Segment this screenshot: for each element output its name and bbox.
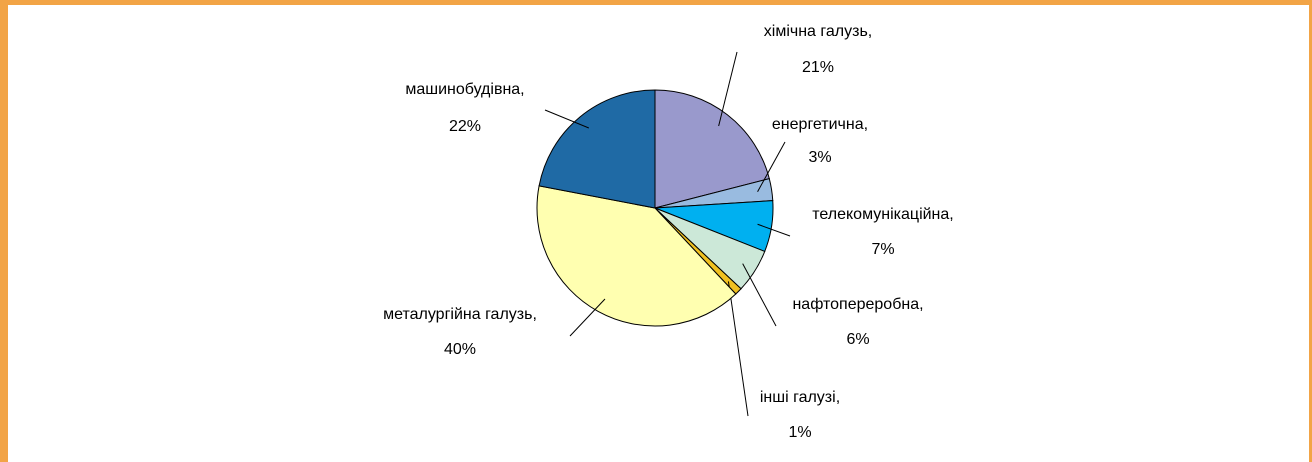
slice-value-label: 3%: [808, 149, 831, 166]
slice-label: хімічна галузь,: [764, 23, 872, 40]
leader-line: [718, 51, 738, 127]
slice-value-label: 21%: [802, 59, 834, 76]
slice-value-label: 6%: [846, 331, 869, 348]
pie-slice: [654, 89, 770, 209]
slice-label: інші галузі,: [760, 389, 840, 406]
leader-line: [757, 141, 786, 192]
slice-value-label: 40%: [444, 341, 476, 358]
slice-label: машинобудівна,: [405, 81, 524, 98]
slice-value-label: 7%: [871, 241, 894, 258]
leader-line: [727, 281, 749, 417]
slice-value-label: 22%: [449, 118, 481, 135]
slice-value-label: 1%: [788, 424, 811, 441]
slice-label: телекомунікаційна,: [812, 206, 953, 223]
leader-line: [544, 109, 589, 129]
pie-slice: [538, 89, 656, 209]
slice-label: нафтопереробна,: [792, 296, 923, 313]
slice-label: металургійна галузь,: [383, 306, 537, 323]
slice-label: енергетична,: [772, 116, 868, 133]
leader-line: [569, 298, 606, 337]
pie-slice: [536, 185, 737, 327]
leader-line: [742, 263, 777, 327]
leader-line: [757, 223, 791, 237]
